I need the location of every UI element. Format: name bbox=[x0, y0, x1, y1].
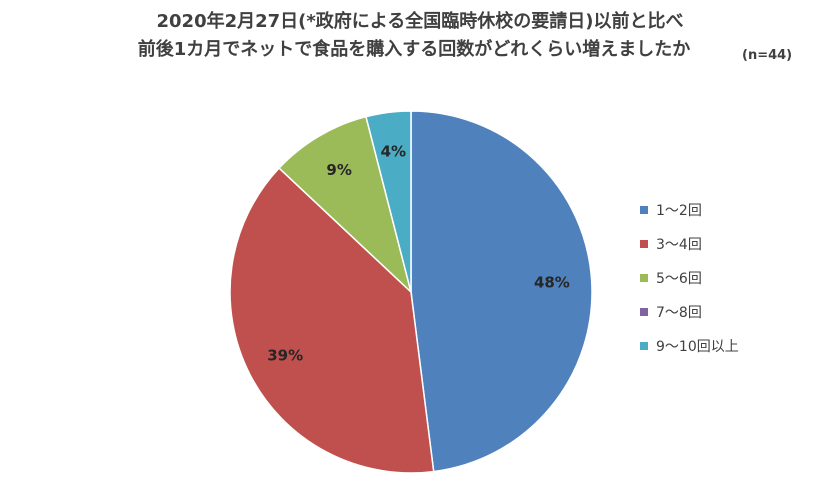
legend-swatch-4 bbox=[640, 308, 648, 316]
legend-label-3: 5～6回 bbox=[656, 271, 702, 287]
pie-slice-1 bbox=[410, 110, 593, 473]
data-label-2: 39% bbox=[267, 347, 303, 365]
pie-slice-5 bbox=[365, 110, 412, 293]
legend-item-1: 1～2回 bbox=[640, 193, 739, 227]
legend-item-4: 7～8回 bbox=[640, 295, 739, 329]
legend: 1～2回 3～4回 5～6回 7～8回 9～10回以上 bbox=[640, 193, 739, 363]
legend-label-5: 9～10回以上 bbox=[656, 339, 739, 355]
legend-item-5: 9～10回以上 bbox=[640, 329, 739, 363]
legend-item-2: 3～4回 bbox=[640, 227, 739, 261]
legend-swatch-2 bbox=[640, 240, 648, 248]
data-label-5: 4% bbox=[381, 142, 406, 160]
data-label-3: 9% bbox=[326, 161, 351, 179]
legend-swatch-3 bbox=[640, 274, 648, 282]
data-label-1: 48% bbox=[534, 274, 570, 292]
sample-size-note: (n=44) bbox=[742, 48, 793, 63]
legend-label-4: 7～8回 bbox=[656, 305, 702, 321]
legend-label-1: 1～2回 bbox=[656, 203, 702, 219]
legend-swatch-1 bbox=[640, 206, 648, 214]
chart-title: 2020年2月27日(*政府による全国臨時休校の要請日)以前と比べ 前後1カ月で… bbox=[0, 8, 840, 64]
pie-slice-3 bbox=[277, 115, 413, 295]
legend-swatch-5 bbox=[640, 342, 648, 350]
chart-title-line1: 2020年2月27日(*政府による全国臨時休校の要請日)以前と比べ bbox=[156, 11, 684, 32]
legend-item-3: 5～6回 bbox=[640, 261, 739, 295]
chart-title-line2: 前後1カ月でネットで食品を購入する回数がどれくらい増えましたか bbox=[137, 39, 691, 60]
pie-slice-2 bbox=[229, 167, 435, 474]
legend-label-2: 3～4回 bbox=[656, 237, 702, 253]
